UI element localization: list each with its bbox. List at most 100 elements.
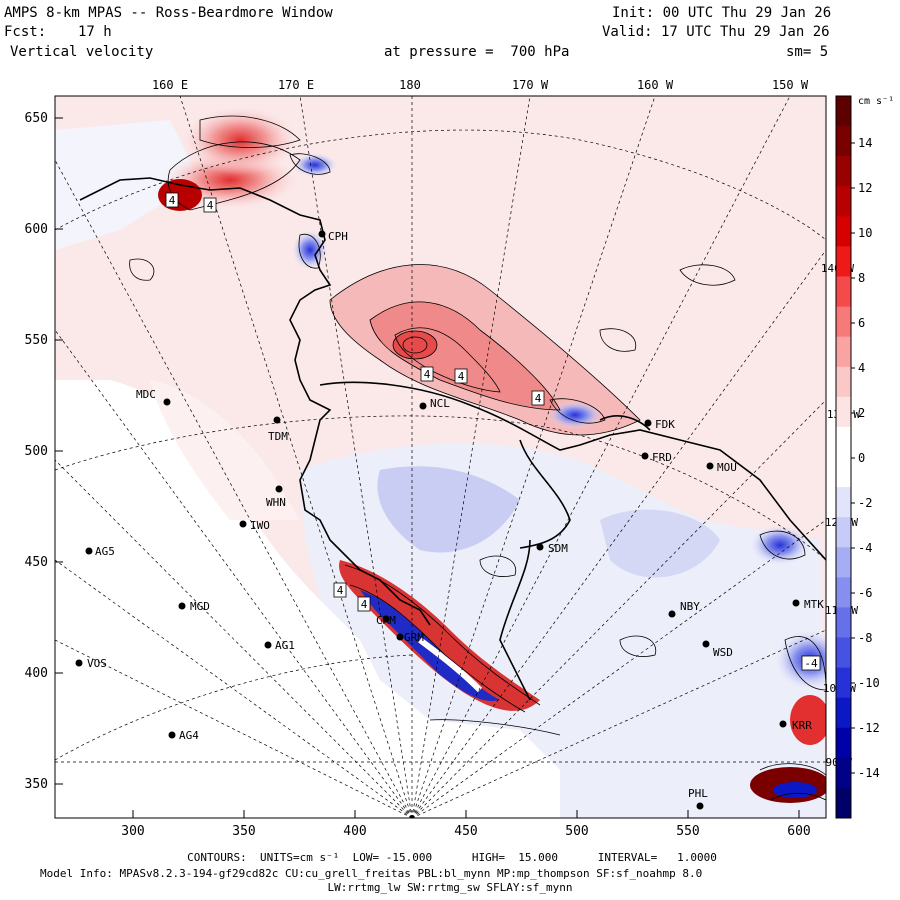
colorbar-swatch (836, 366, 851, 398)
station-label: IWO (250, 519, 270, 532)
top-lon-label: 170 E (278, 78, 314, 92)
colorbar-swatch (836, 186, 851, 217)
contour-label: 4 (458, 370, 465, 383)
station-marker (75, 659, 83, 667)
colorbar-swatch (836, 457, 851, 488)
colorbar (836, 96, 851, 819)
contour-label-group: 4 4 4 4 4 4 4 -4 (165, 192, 821, 671)
field-blue-feature (773, 782, 817, 798)
field-red-core (370, 301, 560, 410)
station-label: SDM (548, 542, 568, 555)
bottom-axis: 300 350 400 450 500 550 600 (121, 824, 810, 839)
field-mountain-strip (339, 560, 540, 711)
colorbar-swatch (836, 667, 851, 699)
colorbar-swatch (836, 336, 851, 368)
station-label: MOU (717, 461, 737, 474)
field-blue-feature (750, 525, 810, 565)
colorbar-swatch (836, 96, 851, 127)
field-mountain-white (418, 637, 483, 693)
station-marker (702, 640, 710, 648)
station-label: FDK (655, 418, 675, 431)
bottom-axis-label: 300 (121, 824, 144, 839)
station-label: TDM (268, 430, 288, 443)
colorbar-tick-label: 14 (858, 136, 872, 150)
colorbar-swatch (836, 787, 851, 819)
contour-label: 4 (535, 392, 542, 405)
station-label: FRD (652, 451, 672, 464)
station-label: CPH (328, 230, 348, 243)
station-marker (696, 802, 704, 810)
station-marker (396, 633, 404, 641)
contour-label: 4 (424, 368, 431, 381)
station-label: GRM (404, 631, 424, 644)
station-marker (275, 485, 283, 493)
station-label: PHL (688, 787, 708, 800)
colorbar-swatch (836, 246, 851, 277)
station-marker (641, 452, 649, 460)
station-label: NCL (430, 397, 450, 410)
top-lon-label: 160 W (637, 78, 674, 92)
left-axis-label: 600 (25, 222, 48, 237)
station-marker (419, 402, 427, 410)
field-blue-feature (775, 630, 826, 690)
colorbar-swatch (836, 426, 851, 458)
model-info-2: LW:rrtmg_lw SW:rrtmg_sw SFLAY:sf_mynn (327, 881, 573, 894)
station-label: VOS (87, 657, 107, 670)
station-marker (318, 230, 326, 238)
contour-label: 4 (207, 199, 214, 212)
station-marker (382, 615, 390, 623)
contours-info: CONTOURS: UNITS=cm s⁻¹ LOW= -15.000 HIGH… (187, 851, 717, 864)
station-marker (178, 602, 186, 610)
plot-title: AMPS 8-km MPAS -- Ross-Beardmore Window (4, 5, 333, 21)
station-label: AG1 (275, 639, 295, 652)
station-label: WHN (266, 496, 286, 509)
colorbar-tick-label: -12 (858, 721, 880, 735)
colorbar-tick-label: 0 (858, 451, 865, 465)
colorbar-swatch (836, 306, 851, 338)
colorbar-swatch (836, 697, 851, 729)
station-marker (168, 731, 176, 739)
field-blue-feature (292, 230, 328, 270)
station-label: WSD (713, 646, 733, 659)
colorbar-tick-label: 12 (858, 181, 872, 195)
colorbar-swatch (836, 487, 851, 518)
valid-time: Valid: 17 UTC Thu 29 Jan 26 (602, 24, 830, 40)
station-marker (668, 610, 676, 618)
colorbar-tick-label: 10 (858, 226, 872, 240)
station-label: CRM (376, 614, 396, 627)
bottom-axis-label: 400 (343, 824, 366, 839)
field-blue-patch (377, 466, 520, 553)
top-lon-labels: 160 E 170 E 180 170 W 160 W 150 W (152, 78, 809, 92)
station-marker (644, 419, 652, 427)
colorbar-swatch (836, 276, 851, 308)
station-label: AG5 (95, 545, 115, 558)
colorbar-ticks: 14 12 10 8 6 4 2 0 -2 -4 -6 -8 -10 -12 -14 (851, 136, 880, 780)
field-blue-region (55, 120, 200, 250)
station-label: MTK (804, 598, 824, 611)
station-marker (264, 641, 272, 649)
colorbar-tick-label: -14 (858, 766, 880, 780)
bottom-axis-label: 600 (787, 824, 810, 839)
forecast-hours: 17 h (78, 24, 112, 40)
bottom-axis-label: 500 (565, 824, 588, 839)
colorbar-swatch (836, 517, 851, 548)
field-red-feature (158, 179, 202, 211)
left-axis-label: 400 (25, 666, 48, 681)
station-label: KRR (792, 719, 812, 732)
plot-frame (54, 95, 827, 819)
contour-label: 4 (337, 584, 344, 597)
top-lon-label: 160 E (152, 78, 188, 92)
colorbar-tick-label: -4 (858, 541, 872, 555)
left-axis-label: 450 (25, 555, 48, 570)
forecast-label: Fcst: (4, 24, 47, 40)
pressure-level: at pressure = 700 hPa (384, 44, 570, 60)
left-axis-label: 500 (25, 444, 48, 459)
field-red-max (393, 331, 437, 359)
contour-label: 4 (169, 194, 176, 207)
contour-label: 4 (361, 598, 368, 611)
station-marker (239, 520, 247, 528)
colorbar-tick-label: 8 (858, 271, 865, 285)
init-time: Init: 00 UTC Thu 29 Jan 26 (612, 5, 832, 21)
top-lon-label: 170 W (512, 78, 549, 92)
